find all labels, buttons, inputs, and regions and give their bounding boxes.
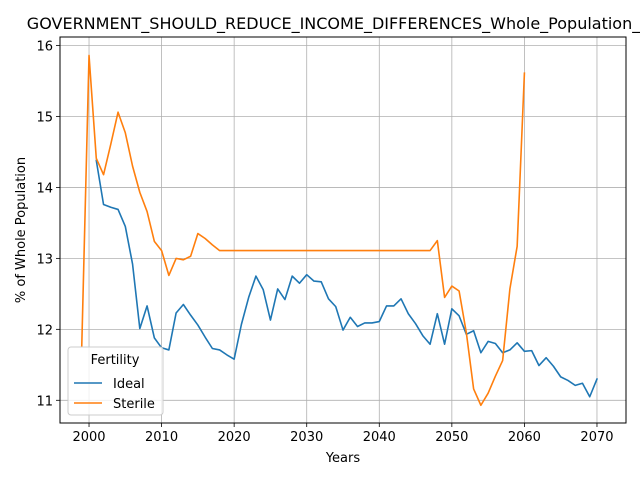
- axis-ticks: 2000 2010 2020 2030 2040 2050 2060 2070 11 12 13 14…: [36, 40, 613, 445]
- legend-label-sterile: Sterile: [113, 397, 155, 412]
- y-tick-label: 14: [36, 181, 53, 196]
- x-tick-label: 2040: [363, 430, 396, 445]
- y-tick-label: 16: [36, 40, 53, 55]
- x-tick-label: 2000: [72, 430, 105, 445]
- x-tick-label: 2060: [508, 430, 541, 445]
- x-tick-label: 2070: [580, 430, 613, 445]
- x-tick-label: 2010: [145, 430, 178, 445]
- y-tick-label: 12: [36, 323, 53, 338]
- y-tick-label: 15: [36, 110, 53, 125]
- x-axis-label: Years: [325, 451, 361, 466]
- series-line-sterile: [80, 54, 526, 407]
- y-tick-label: 13: [36, 252, 53, 267]
- axes-frame: [59, 36, 627, 424]
- series-lines: [80, 54, 599, 407]
- x-tick-label: 2050: [435, 430, 468, 445]
- y-tick-label: 11: [36, 394, 53, 409]
- legend-box: [67, 346, 164, 416]
- legend-label-ideal: Ideal: [113, 377, 145, 392]
- legend-title: Fertility: [91, 353, 140, 368]
- series-line-ideal: [95, 159, 599, 398]
- x-tick-label: 2020: [218, 430, 251, 445]
- legend: Fertility Ideal Sterile: [67, 346, 164, 416]
- chart-title: GOVERNMENT_SHOULD_REDUCE_INCOME_DIFFEREN…: [27, 14, 640, 34]
- y-axis-label: % of Whole Population: [14, 157, 29, 303]
- x-tick-label: 2030: [290, 430, 323, 445]
